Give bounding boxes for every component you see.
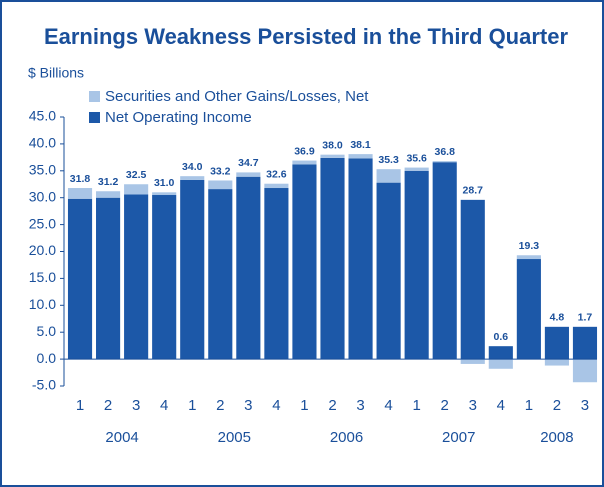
bar-segment — [124, 194, 149, 360]
x-tick-label: 1 — [300, 397, 308, 414]
bar-segment — [264, 188, 289, 360]
bar-segment — [488, 346, 513, 360]
bar-segment — [572, 359, 598, 383]
chart-title: Earnings Weakness Persisted in the Third… — [44, 24, 569, 49]
bar-segment — [320, 154, 345, 158]
bar-segment — [236, 176, 261, 360]
bar-label: 34.7 — [238, 157, 259, 169]
x-tick-label: 4 — [272, 397, 280, 414]
bar-label: 31.0 — [154, 177, 175, 189]
x-tick-label: 1 — [76, 397, 84, 414]
bar-segment — [460, 359, 485, 364]
y-axis-label: $ Billions — [28, 65, 84, 81]
bar-label: 32.6 — [266, 168, 287, 180]
bar-label: 36.9 — [294, 145, 315, 157]
bar-segment — [96, 197, 121, 360]
bar-label: 38.0 — [322, 139, 343, 151]
bar-segment — [96, 191, 121, 198]
y-tick-label: 15.0 — [29, 269, 56, 285]
bar-segment — [544, 359, 569, 366]
group-label: 2006 — [330, 429, 363, 446]
bar-segment — [264, 183, 289, 189]
bar-label: 28.7 — [463, 185, 484, 197]
bar-segment — [320, 157, 345, 360]
bar-segment — [404, 170, 429, 360]
bar-segment — [460, 199, 485, 360]
bar-segment — [152, 192, 177, 196]
x-tick-label: 1 — [412, 397, 420, 414]
bar-label: 34.0 — [182, 161, 203, 173]
bar-label: 31.2 — [98, 176, 119, 188]
bar-segment — [432, 162, 457, 360]
bar-label: 0.6 — [494, 331, 509, 343]
x-tick-label: 2 — [328, 397, 336, 414]
bar-segment — [124, 184, 149, 195]
bar-label: 31.8 — [70, 173, 91, 185]
bar-segment — [208, 180, 233, 190]
x-tick-label: 4 — [384, 397, 392, 414]
bar-segment — [67, 188, 93, 199]
x-tick-label: 4 — [497, 397, 505, 414]
y-tick-label: 45.0 — [29, 108, 56, 124]
x-tick-label: 2 — [441, 397, 449, 414]
bar-label: 38.1 — [350, 139, 371, 151]
y-tick-label: -5.0 — [32, 377, 56, 393]
x-tick-label: 3 — [244, 397, 252, 414]
bar-segment — [516, 259, 541, 360]
y-tick-label: 5.0 — [37, 323, 57, 339]
bar-label: 35.3 — [378, 154, 399, 166]
y-tick-label: 40.0 — [29, 135, 56, 151]
x-tick-label: 2 — [104, 397, 112, 414]
bar-segment — [348, 154, 373, 159]
group-label: 2005 — [218, 429, 251, 446]
x-tick-label: 3 — [356, 397, 364, 414]
y-tick-label: 25.0 — [29, 215, 56, 231]
x-tick-label: 1 — [525, 397, 533, 414]
bar-segment — [180, 179, 205, 360]
x-tick-label: 4 — [160, 397, 168, 414]
bar-segment — [544, 326, 569, 360]
bar-label: 36.8 — [434, 146, 455, 158]
bar-segment — [516, 255, 541, 260]
x-tick-label: 3 — [469, 397, 477, 414]
bar-label: 32.5 — [126, 169, 147, 181]
group-label: 2004 — [105, 429, 138, 446]
bar-segment — [348, 158, 373, 360]
bar-segment — [208, 189, 233, 360]
x-tick-label: 3 — [581, 397, 589, 414]
bar-segment — [292, 160, 317, 165]
y-tick-label: 35.0 — [29, 162, 56, 178]
bar-label: 35.6 — [406, 152, 427, 164]
y-tick-label: 0.0 — [37, 350, 57, 366]
bar-label: 33.2 — [210, 165, 231, 177]
x-tick-label: 2 — [216, 397, 224, 414]
legend-swatch — [89, 112, 100, 123]
x-tick-label: 3 — [132, 397, 140, 414]
group-label: 2008 — [540, 429, 573, 446]
y-tick-label: 20.0 — [29, 242, 56, 258]
bar-segment — [376, 169, 401, 183]
bar-segment — [67, 198, 93, 360]
bar-segment — [292, 164, 317, 360]
legend-label: Net Operating Income — [105, 109, 252, 126]
bar-segment — [376, 182, 401, 360]
x-tick-label: 1 — [188, 397, 196, 414]
bar-segment — [180, 176, 205, 180]
bar-label: 19.3 — [519, 240, 540, 252]
bar-segment — [432, 161, 457, 163]
bar-label: 4.8 — [550, 312, 565, 324]
bar-segment — [572, 326, 598, 360]
bar-segment — [152, 195, 177, 360]
y-tick-label: 10.0 — [29, 296, 56, 312]
legend-swatch — [89, 91, 100, 102]
bar-segment — [404, 167, 429, 171]
x-tick-label: 2 — [553, 397, 561, 414]
group-label: 2007 — [442, 429, 475, 446]
bar-label: 1.7 — [578, 312, 593, 324]
bar-segment — [488, 359, 513, 369]
bar-segment — [236, 172, 261, 177]
legend-label: Securities and Other Gains/Losses, Net — [105, 88, 369, 105]
y-tick-label: 30.0 — [29, 188, 56, 204]
